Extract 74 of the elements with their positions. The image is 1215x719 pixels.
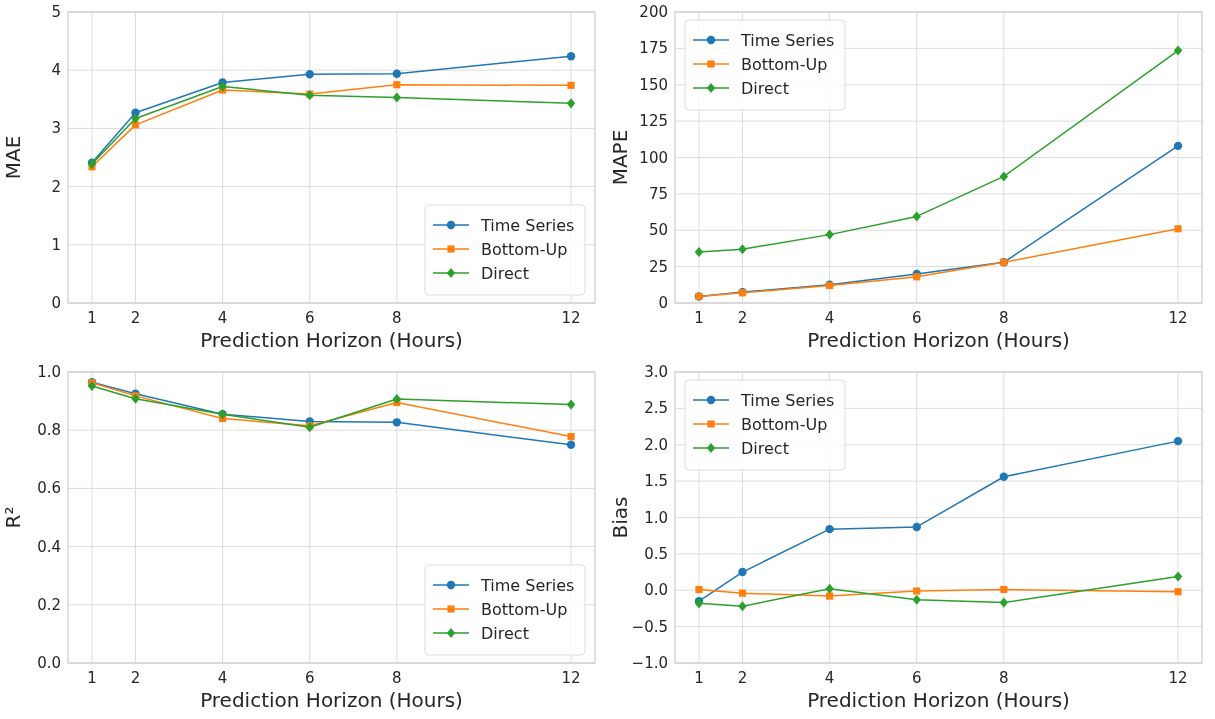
x-tick-label: 2 [130,669,141,687]
y-tick-label: 2.0 [644,435,668,454]
legend-label: Direct [481,624,529,643]
y-axis-title: MAE [1,135,25,180]
x-tick-label: 6 [911,309,922,327]
x-tick-label: 12 [561,669,581,687]
y-tick-label: 50 [648,221,668,240]
x-tick-label: 6 [304,309,315,327]
y-tick-label: −1.0 [631,654,668,672]
x-axis-title: Prediction Horizon (Hours) [807,688,1070,712]
y-axis-title: MAPE [608,129,632,186]
x-tick-label: 1 [87,309,97,327]
y-tick-label: 175 [639,39,668,58]
legend-label: Bottom-Up [481,240,568,259]
y-tick-label: 2.5 [644,399,668,418]
x-tick-label: 12 [1168,669,1188,687]
y-tick-label: 2 [51,177,61,196]
x-tick-label: 2 [737,669,748,687]
y-tick-label: 3.0 [644,363,668,381]
y-tick-label: 0.2 [37,595,61,614]
y-tick-label: 3 [51,119,61,138]
y-tick-label: 0.8 [37,421,61,440]
y-tick-label: 4 [51,61,61,80]
y-tick-label: 5 [51,3,61,21]
y-axis-title: Bias [608,496,632,539]
x-tick-label: 4 [824,669,835,687]
legend-label: Direct [741,79,789,98]
x-tick-label: 4 [217,309,228,327]
y-tick-label: 25 [648,257,668,276]
x-tick-label: 6 [304,669,315,687]
y-tick-label: 1.0 [644,508,668,527]
y-tick-label: 0.4 [37,537,61,556]
x-tick-label: 8 [999,669,1009,687]
x-tick-label: 4 [824,309,835,327]
y-tick-label: 1.5 [644,472,668,491]
y-tick-label: 0.0 [37,654,61,672]
x-tick-label: 1 [694,669,704,687]
legend-label: Bottom-Up [481,600,568,619]
legend-label: Bottom-Up [741,55,828,74]
x-tick-label: 6 [911,669,922,687]
legend-label: Bottom-Up [741,415,828,434]
y-axis-title: R² [1,506,25,529]
legend-label: Time Series [740,31,835,50]
y-tick-label: 150 [639,75,668,94]
y-tick-label: 75 [648,184,668,203]
x-axis-title: Prediction Horizon (Hours) [807,328,1070,352]
x-tick-label: 1 [87,669,97,687]
y-tick-label: 1 [51,235,61,254]
legend-label: Time Series [740,391,835,410]
y-tick-label: 0.0 [644,581,668,600]
y-tick-label: −0.5 [631,617,668,636]
legend-label: Time Series [480,576,575,595]
y-tick-label: 200 [639,3,668,21]
y-tick-label: 125 [639,112,668,131]
y-tick-label: 0 [51,294,61,312]
x-tick-label: 1 [694,309,704,327]
x-tick-label: 8 [999,309,1009,327]
legend-label: Direct [741,439,789,458]
y-tick-label: 1.0 [37,363,61,381]
x-axis-title: Prediction Horizon (Hours) [200,688,463,712]
x-tick-label: 8 [392,669,402,687]
x-axis-title: Prediction Horizon (Hours) [200,328,463,352]
legend-label: Time Series [480,216,575,235]
x-tick-label: 8 [392,309,402,327]
y-tick-label: 0 [658,294,668,312]
x-tick-label: 2 [737,309,748,327]
legend-label: Direct [481,264,529,283]
x-tick-label: 12 [561,309,581,327]
y-tick-label: 0.5 [644,544,668,563]
y-tick-label: 100 [639,148,668,167]
y-tick-label: 0.6 [37,479,61,498]
x-tick-label: 12 [1168,309,1188,327]
x-tick-label: 4 [217,669,228,687]
x-tick-label: 2 [130,309,141,327]
